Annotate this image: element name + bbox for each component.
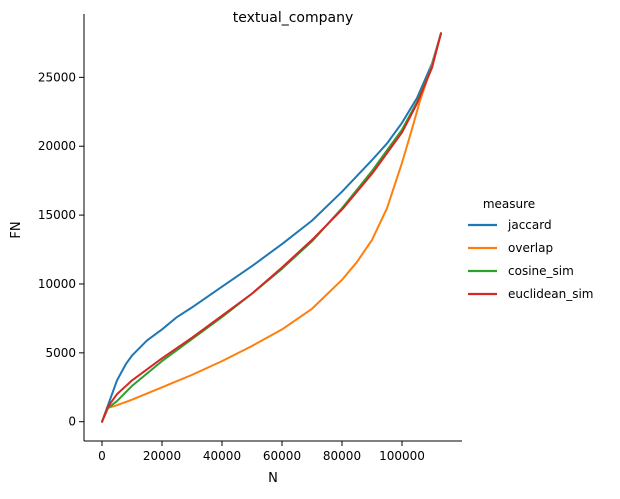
series-line-cosine_sim bbox=[101, 32, 442, 423]
axes bbox=[83, 14, 462, 442]
series-line-jaccard bbox=[101, 32, 442, 423]
y-tick-label: 0 bbox=[68, 415, 76, 429]
y-tick-label: 15000 bbox=[38, 208, 76, 222]
y-tick-label: 10000 bbox=[38, 277, 76, 291]
legend-label-overlap: overlap bbox=[508, 241, 553, 255]
x-tick-label: 40000 bbox=[203, 449, 241, 463]
series-lines bbox=[101, 32, 442, 423]
y-tick-label: 20000 bbox=[38, 139, 76, 153]
x-tick-label: 80000 bbox=[323, 449, 361, 463]
chart-title: textual_company bbox=[233, 10, 354, 26]
legend-items: jaccard overlap cosine_sim euclidean_sim bbox=[468, 218, 594, 301]
y-axis-label: FN bbox=[9, 221, 24, 238]
x-axis-label: N bbox=[268, 471, 278, 486]
x-tick-label: 100000 bbox=[379, 449, 425, 463]
ticks: 0 20000 40000 60000 80000 100000 0 5000 10000 150… bbox=[38, 70, 425, 463]
x-tick-label: 60000 bbox=[263, 449, 301, 463]
legend-title: measure bbox=[483, 197, 535, 211]
x-tick-label: 0 bbox=[98, 449, 106, 463]
y-tick-label: 25000 bbox=[38, 70, 76, 84]
legend-label-euclidean_sim: euclidean_sim bbox=[508, 287, 594, 301]
legend-label-cosine_sim: cosine_sim bbox=[508, 264, 574, 278]
legend-label-jaccard: jaccard bbox=[507, 218, 552, 232]
y-tick-label: 5000 bbox=[45, 346, 76, 360]
series-line-euclidean_sim bbox=[101, 32, 442, 423]
legend: measure jaccard overlap cosine_sim euclidea… bbox=[468, 197, 594, 301]
series-line-overlap bbox=[101, 32, 442, 423]
x-tick-label: 20000 bbox=[143, 449, 181, 463]
